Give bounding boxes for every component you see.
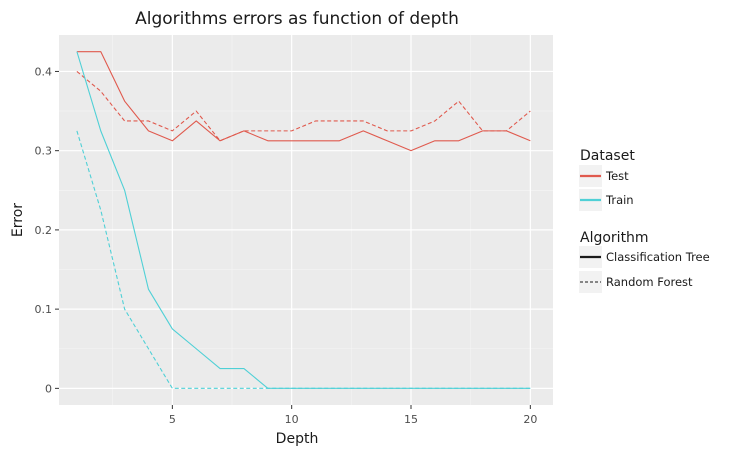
legend: Dataset Test Train Algorithm Classificati…	[579, 148, 710, 293]
y-axis: 0 0.1 0.2 0.3 0.4	[35, 65, 59, 395]
legend-algorithm-entries: Classification Tree Random Forest	[579, 246, 710, 293]
series-line-test-random-forest	[76, 71, 531, 142]
x-axis-title: Depth	[276, 431, 319, 447]
series-line-test-classification-tree	[76, 51, 531, 152]
y-tick-label: 0.2	[35, 224, 53, 237]
legend-title-dataset: Dataset	[580, 148, 635, 164]
legend-label-random-forest: Random Forest	[606, 275, 693, 289]
y-tick-label: 0.1	[35, 303, 53, 316]
legend-label-test: Test	[605, 169, 629, 183]
legend-label-train: Train	[605, 193, 634, 207]
y-tick-label: 0	[45, 382, 52, 395]
legend-dataset-entries: Test Train	[579, 165, 634, 211]
x-tick-label: 20	[523, 413, 537, 426]
legend-title-algorithm: Algorithm	[580, 230, 649, 246]
x-tick-label: 10	[285, 413, 299, 426]
x-tick-label: 15	[404, 413, 418, 426]
chart-title: Algorithms errors as function of depth	[135, 9, 459, 29]
legend-label-classification-tree: Classification Tree	[606, 250, 710, 264]
y-tick-label: 0.3	[35, 145, 53, 158]
x-tick-label: 5	[169, 413, 176, 426]
y-axis-title: Error	[10, 203, 26, 237]
series-line-train-random-forest	[76, 130, 531, 389]
y-tick-label: 0.4	[35, 65, 53, 78]
plot-panel	[59, 35, 553, 405]
series-lines	[76, 51, 531, 389]
x-axis: 5 10 15 20	[169, 405, 537, 426]
